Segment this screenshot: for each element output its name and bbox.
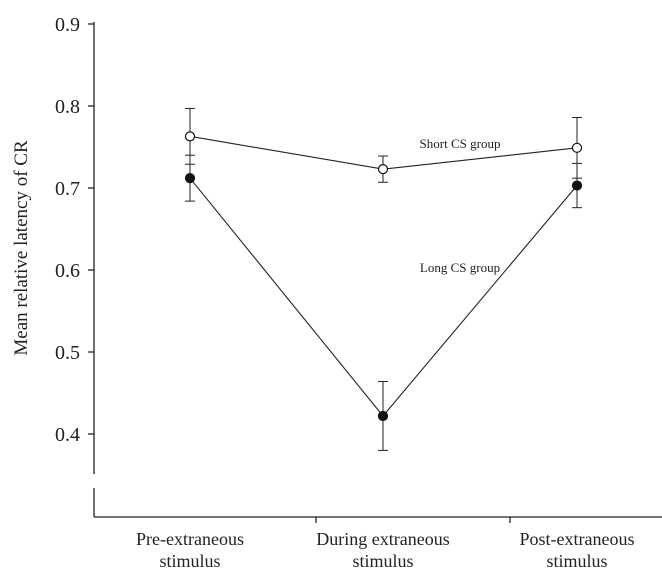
y-axis-label: Mean relative latency of CR	[11, 140, 32, 356]
x-tick-label: stimulus	[352, 551, 413, 571]
y-tick-label: 0.5	[55, 342, 80, 364]
x-tick-label: stimulus	[159, 551, 220, 571]
filled-circle-marker	[377, 410, 389, 422]
series-group: Short CS group Long CS group	[184, 107, 583, 451]
x-tick-label: During extraneous	[316, 529, 449, 549]
series-line	[189, 177, 578, 417]
x-tick-label: Post-extraneous	[520, 529, 635, 549]
axes	[93, 22, 662, 523]
y-tick-label: 0.9	[55, 14, 80, 36]
y-tick-group: 0.4 0.5 0.6 0.7 0.8 0.9	[55, 14, 94, 446]
y-tick-label: 0.4	[55, 424, 80, 446]
filled-circle-marker	[571, 180, 583, 191]
series-label: Long CS group	[420, 260, 500, 275]
filled-circle-marker	[184, 173, 196, 184]
x-tick-label: Pre-extraneous	[136, 529, 244, 549]
y-tick-label: 0.7	[55, 178, 80, 200]
open-circle-marker	[377, 164, 389, 175]
series-label: Short CS group	[420, 136, 501, 151]
open-circle-marker	[184, 131, 196, 142]
y-tick-label: 0.6	[55, 260, 80, 282]
open-circle-marker	[571, 142, 583, 153]
y-tick-label: 0.8	[55, 96, 80, 118]
x-tick-label: stimulus	[546, 551, 607, 571]
